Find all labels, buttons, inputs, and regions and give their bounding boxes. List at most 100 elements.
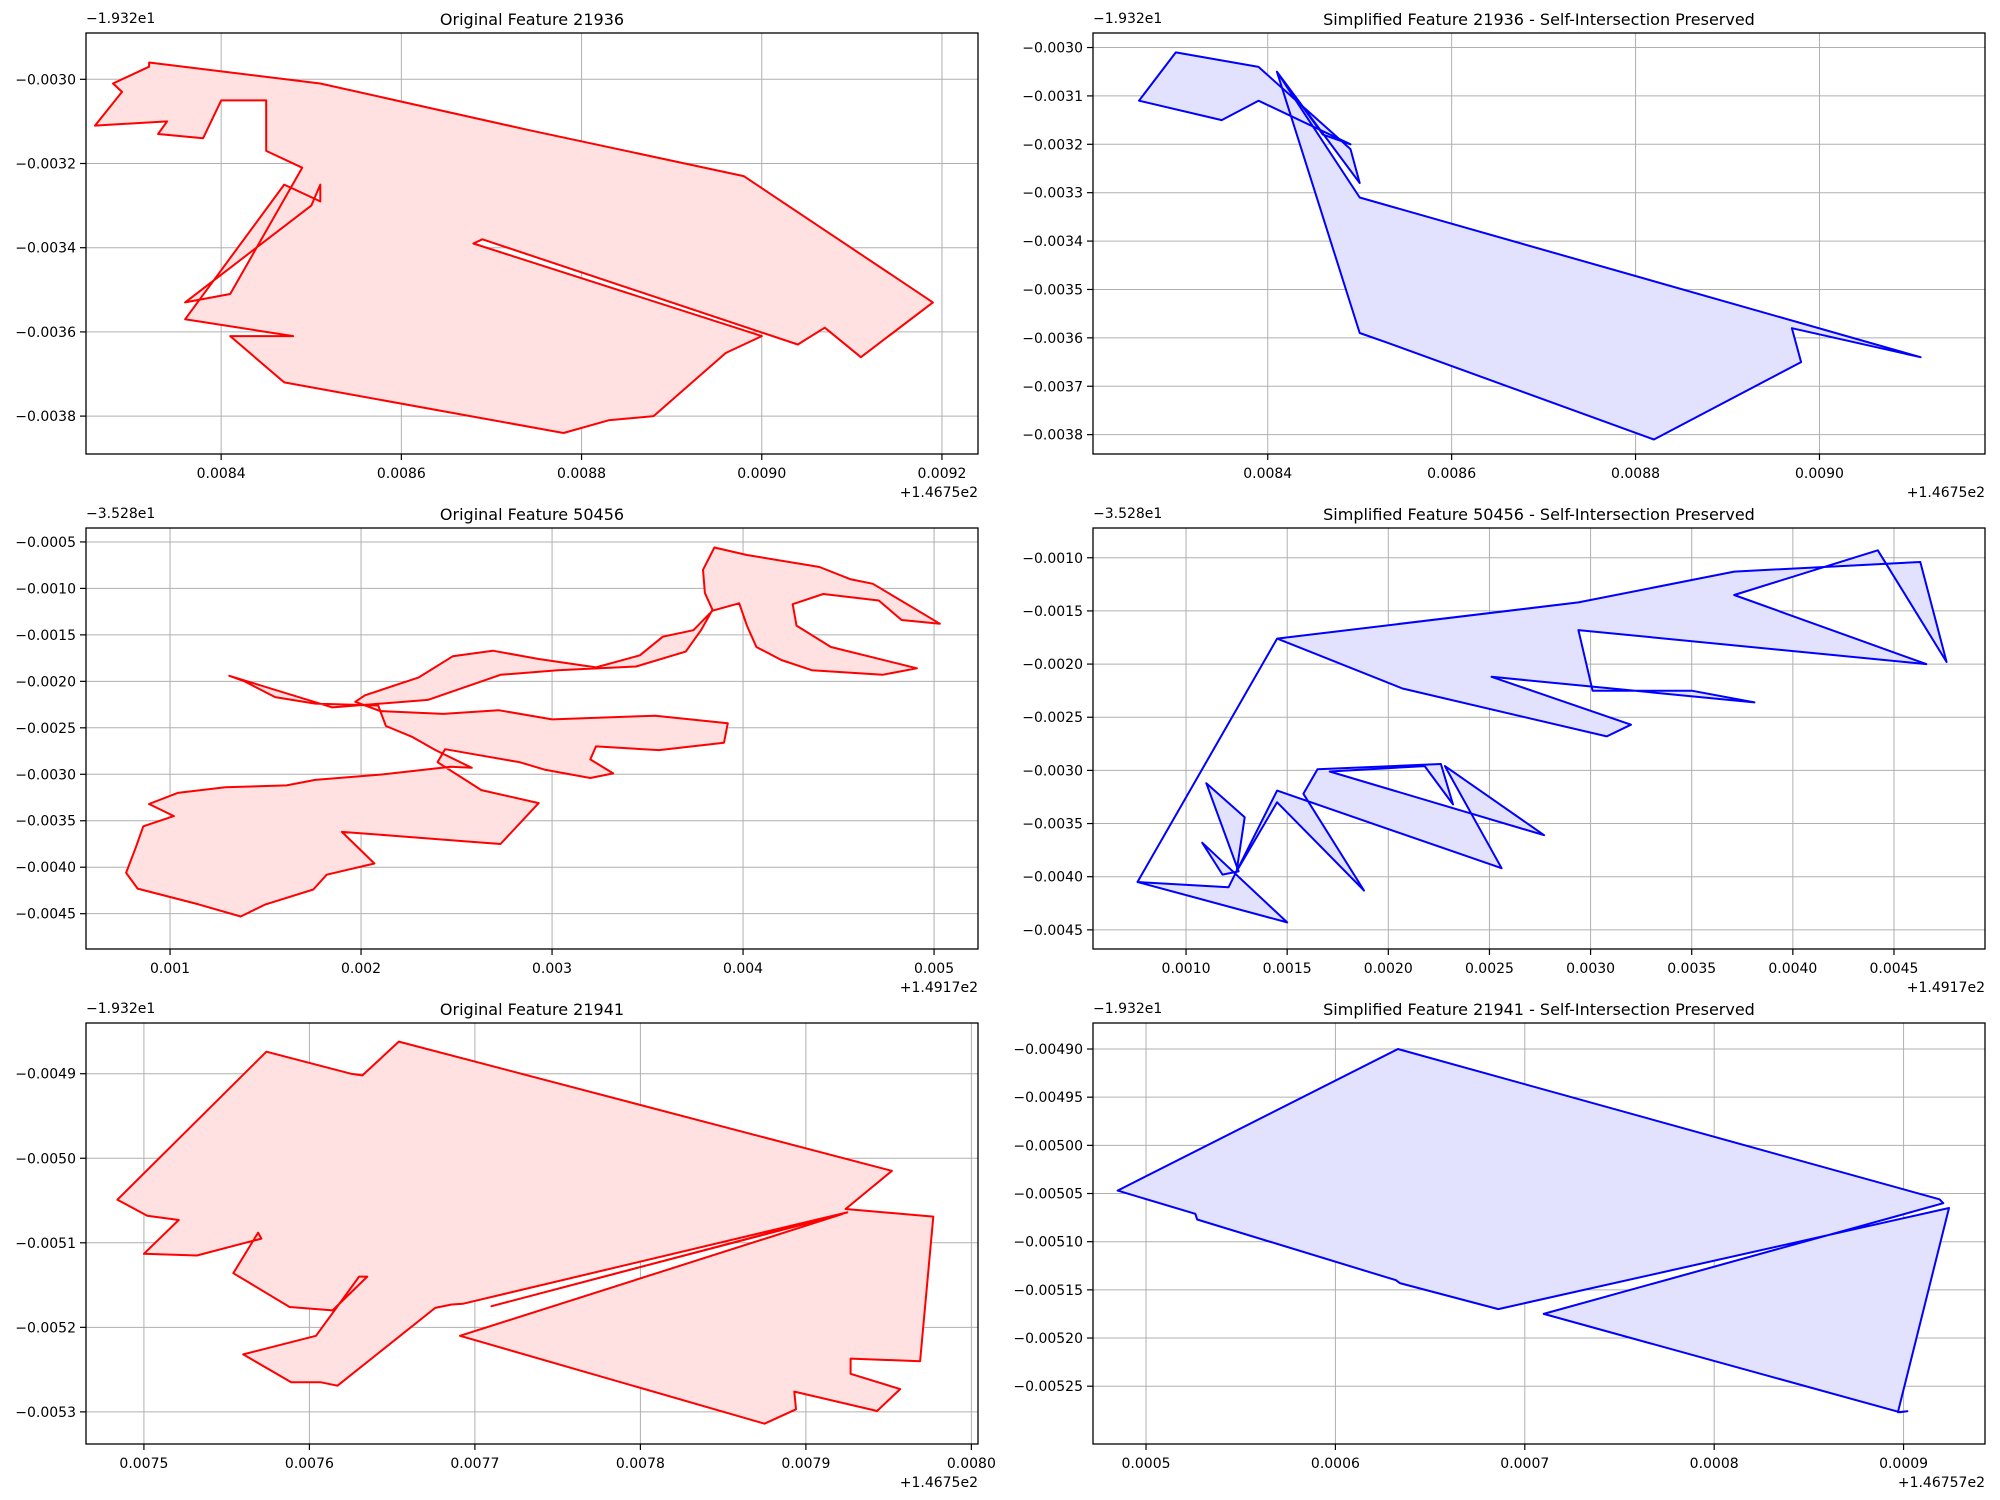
- x-tick-label: 0.003: [532, 961, 572, 977]
- x-tick-label: 0.0077: [450, 1456, 499, 1472]
- axes-frame: [85, 527, 979, 950]
- y-tick-label: −0.0030: [1022, 763, 1083, 779]
- x-tick-label: 0.0025: [1465, 961, 1514, 977]
- y-tick-label: −0.00515: [1013, 1283, 1083, 1299]
- y-offset-label: −1.932e1: [86, 11, 155, 27]
- feature-polygon: [1136, 549, 1948, 924]
- x-tick-label: 0.0088: [1611, 466, 1660, 482]
- x-tick-label: 0.001: [150, 961, 190, 977]
- feature-polygon: [94, 61, 934, 434]
- x-tick-label: 0.0020: [1364, 961, 1413, 977]
- y-tick-label: −0.00510: [1013, 1235, 1083, 1251]
- x-tick-label: 0.0040: [1768, 961, 1817, 977]
- x-offset-label: +1.4675e2: [900, 1475, 978, 1491]
- x-offset-label: +1.4917e2: [900, 980, 978, 996]
- chart-title: Simplified Feature 50456 - Self-Intersec…: [1323, 505, 1755, 524]
- chart-title: Original Feature 21941: [440, 1000, 624, 1019]
- chart-title: Simplified Feature 21941 - Self-Intersec…: [1323, 1000, 1755, 1019]
- x-tick-label: 0.0005: [1122, 1456, 1171, 1472]
- chart-panel-3: 0.001 0.002 0.003 0.004 0.005 −0.0005 −0.0010 −…: [15, 505, 979, 996]
- y-tick-label: −0.00495: [1013, 1090, 1083, 1106]
- feature-polygon: [116, 1040, 935, 1425]
- y-tick-label: −0.0053: [15, 1405, 76, 1421]
- y-tick-label: −0.00505: [1013, 1187, 1083, 1203]
- y-tick-label: −0.0040: [15, 860, 76, 876]
- x-offset-label: +1.46757e2: [1898, 1475, 1985, 1491]
- y-tick-label: −0.0025: [1022, 710, 1083, 726]
- x-tick-label: 0.0009: [1879, 1456, 1928, 1472]
- y-tick-label: −0.0049: [15, 1067, 76, 1083]
- axes-frame: [85, 1022, 979, 1445]
- x-tick-label: 0.0080: [947, 1456, 996, 1472]
- y-tick-label: −0.0050: [15, 1151, 76, 1167]
- y-tick-label: −0.0052: [15, 1320, 76, 1336]
- chart-panel-6: 0.0005 0.0006 0.0007 0.0008 0.0009 −0.00490 −0…: [1013, 1000, 1986, 1491]
- x-tick-label: 0.0006: [1311, 1456, 1360, 1472]
- y-tick-label: −0.0037: [1022, 379, 1083, 395]
- x-tick-label: 0.0084: [1243, 466, 1292, 482]
- y-tick-label: −0.00525: [1013, 1379, 1083, 1395]
- x-tick-label: 0.0090: [1795, 466, 1844, 482]
- x-tick-label: 0.0076: [285, 1456, 334, 1472]
- x-tick-label: 0.0007: [1500, 1456, 1549, 1472]
- y-tick-label: −0.0033: [1022, 186, 1083, 202]
- x-offset-label: +1.4675e2: [1907, 485, 1985, 501]
- x-offset-label: +1.4675e2: [900, 485, 978, 501]
- x-tick-label: 0.0008: [1690, 1456, 1739, 1472]
- y-tick-label: −0.0034: [1022, 234, 1083, 250]
- axes-frame: [1092, 32, 1986, 455]
- y-tick-label: −0.0032: [1022, 137, 1083, 153]
- chart-title: Simplified Feature 21936 - Self-Intersec…: [1323, 10, 1755, 29]
- feature-polygon: [1116, 1048, 1950, 1414]
- chart-panel-1: 0.0084 0.0086 0.0088 0.0090 0.0092 −0.0030 −0.…: [15, 10, 979, 501]
- x-tick-label: 0.004: [723, 961, 763, 977]
- y-tick-label: −0.00500: [1013, 1138, 1083, 1154]
- axes-frame: [85, 32, 979, 455]
- axes-frame: [1092, 1022, 1986, 1445]
- y-tick-label: −0.0030: [15, 767, 76, 783]
- chart-panel-2: 0.0084 0.0086 0.0088 0.0090 −0.0030 −0.0031 −0…: [1022, 10, 1986, 501]
- y-tick-label: −0.0051: [15, 1236, 76, 1252]
- y-tick-label: −0.00490: [1013, 1042, 1083, 1058]
- y-tick-label: −0.0020: [1022, 657, 1083, 673]
- x-offset-label: +1.4917e2: [1907, 980, 1985, 996]
- y-tick-label: −0.0036: [15, 325, 76, 341]
- y-tick-label: −0.0035: [1022, 282, 1083, 298]
- x-tick-label: 0.0015: [1263, 961, 1312, 977]
- y-tick-label: −0.0035: [1022, 817, 1083, 833]
- x-tick-label: 0.0088: [557, 466, 606, 482]
- x-tick-label: 0.0078: [616, 1456, 665, 1472]
- y-tick-label: −0.0020: [15, 674, 76, 690]
- y-tick-label: −0.0010: [15, 581, 76, 597]
- chart-title: Original Feature 50456: [440, 505, 624, 524]
- y-tick-label: −0.0030: [15, 72, 76, 88]
- feature-polygon: [1138, 51, 1922, 441]
- x-tick-label: 0.0090: [737, 466, 786, 482]
- y-offset-label: −3.528e1: [86, 506, 155, 522]
- x-tick-label: 0.0075: [119, 1456, 168, 1472]
- x-tick-label: 0.0030: [1566, 961, 1615, 977]
- x-tick-label: 0.0035: [1667, 961, 1716, 977]
- y-tick-label: −0.0031: [1022, 89, 1083, 105]
- y-tick-label: −0.0040: [1022, 870, 1083, 886]
- x-tick-label: 0.0045: [1869, 961, 1918, 977]
- y-tick-label: −0.0015: [15, 628, 76, 644]
- y-tick-label: −0.0038: [15, 409, 76, 425]
- y-tick-label: −0.0010: [1022, 551, 1083, 567]
- x-tick-label: 0.0086: [377, 466, 426, 482]
- y-tick-label: −0.00520: [1013, 1331, 1083, 1347]
- chart-panel-4: 0.0010 0.0015 0.0020 0.0025 0.0030 0.0035 0.00…: [1022, 505, 1986, 996]
- y-tick-label: −0.0005: [15, 535, 76, 551]
- y-offset-label: −1.932e1: [86, 1001, 155, 1017]
- y-tick-label: −0.0030: [1022, 41, 1083, 57]
- y-tick-label: −0.0045: [1022, 923, 1083, 939]
- x-tick-label: 0.002: [341, 961, 381, 977]
- y-tick-label: −0.0034: [15, 241, 76, 257]
- y-tick-label: −0.0032: [15, 157, 76, 173]
- chart-panel-5: 0.0075 0.0076 0.0077 0.0078 0.0079 0.0080 −0.0…: [15, 1000, 996, 1491]
- y-tick-label: −0.0025: [15, 721, 76, 737]
- y-tick-label: −0.0036: [1022, 331, 1083, 347]
- chart-title: Original Feature 21936: [440, 10, 624, 29]
- y-tick-label: −0.0045: [15, 907, 76, 923]
